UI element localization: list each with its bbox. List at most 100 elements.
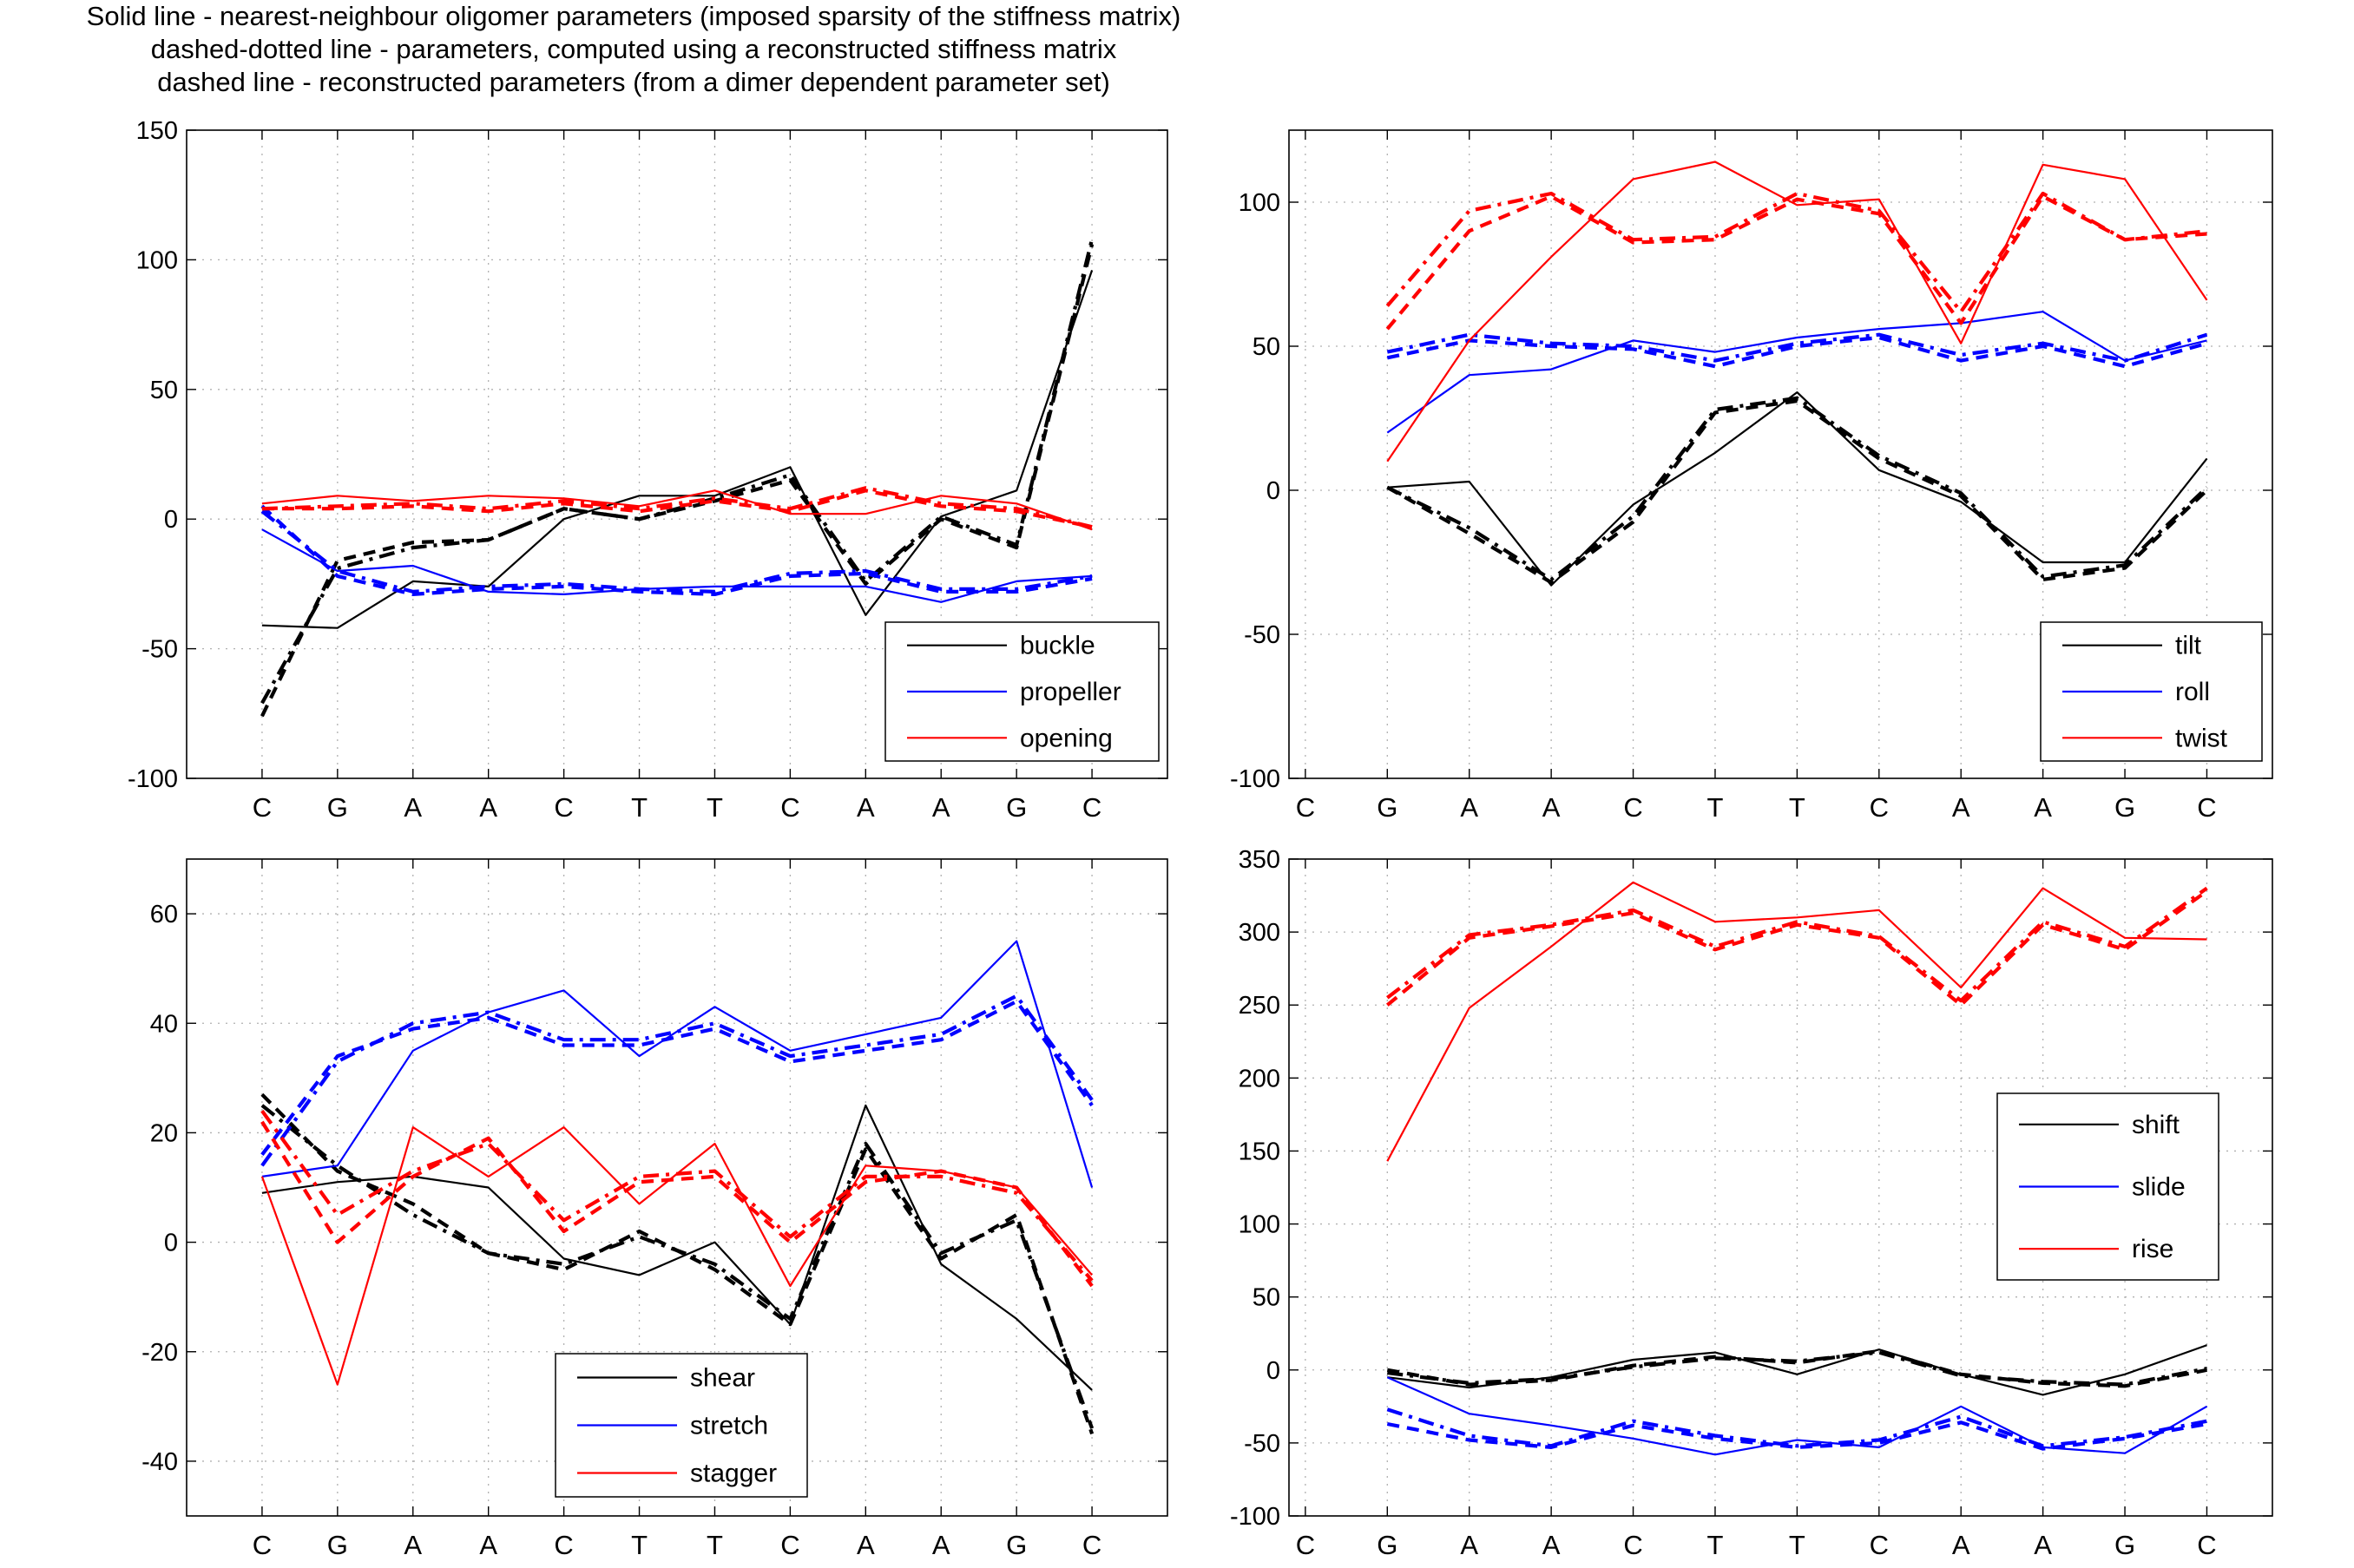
x-tick-label: A (1542, 1530, 1561, 1560)
y-tick-label: 0 (1266, 477, 1280, 505)
axes-frame (186, 129, 1168, 779)
x-tick-label: G (327, 792, 348, 823)
legend-label-slide: slide (2132, 1173, 2186, 1202)
y-tick-label: 250 (1239, 992, 1280, 1020)
series-line-stretch-solid (261, 940, 1094, 1188)
legend-label-buckle: buckle (1020, 632, 1095, 660)
x-tick-label: C (2197, 792, 2216, 823)
x-tick-label: T (707, 792, 723, 823)
series-line-twist-solid (1386, 161, 2208, 463)
series-line-roll-solid (1386, 311, 2207, 434)
x-tick-label: A (1952, 1530, 1970, 1560)
legend-label-propeller: propeller (1020, 678, 1121, 706)
legend-label-stretch: stretch (690, 1412, 768, 1440)
x-tick-label: C (1870, 792, 1889, 823)
series-line-buckle-solid (261, 270, 1094, 629)
x-tick-label: A (404, 1530, 422, 1560)
x-tick-label: G (1006, 792, 1027, 823)
series-line-twist-dashdot (1385, 191, 2207, 314)
title-line-2: dashed-dotted line - parameters, compute… (150, 34, 1117, 64)
figure-title: Solid line - nearest-neighbour oligomer … (0, 0, 1267, 99)
series-line-stagger-solid (260, 1125, 1093, 1386)
x-tick-label: G (327, 1530, 348, 1560)
x-tick-label: A (1542, 792, 1561, 823)
x-tick-label: C (1082, 792, 1101, 823)
series-line-shear-dashdot (260, 1104, 1095, 1429)
x-tick-label: A (857, 792, 875, 823)
x-tick-label: T (1789, 792, 1805, 823)
x-tick-label: G (1377, 792, 1397, 823)
series-line-stretch-dashdot (260, 994, 1094, 1167)
axes-frame (1288, 129, 2273, 779)
title-line-1: Solid line - nearest-neighbour oligomer … (86, 1, 1181, 31)
series-line-shift-solid (1387, 1344, 2207, 1396)
legend-label-rise: rise (2132, 1235, 2173, 1263)
y-tick-label: 100 (136, 246, 178, 274)
series-line-tilt-solid (1387, 391, 2208, 587)
y-tick-label: -20 (141, 1339, 178, 1367)
series-line-tilt-dashdot (1386, 396, 2208, 582)
series-line-stagger-dashdot (260, 1109, 1094, 1283)
x-tick-label: C (1623, 792, 1642, 823)
y-tick-label: 50 (150, 377, 178, 404)
y-tick-label: -100 (1230, 765, 1280, 793)
x-tick-label: C (1296, 1530, 1315, 1560)
legend-label-opening: opening (1020, 724, 1113, 752)
x-tick-label: A (932, 1530, 950, 1560)
x-tick-label: A (479, 792, 497, 823)
series-line-slide-solid (1386, 1376, 2208, 1456)
x-tick-label: C (253, 1530, 272, 1560)
y-tick-label: 60 (150, 901, 178, 928)
y-tick-label: 0 (164, 506, 178, 534)
x-tick-label: C (253, 792, 272, 823)
y-tick-label: 300 (1239, 919, 1280, 947)
series-line-shift-dashed (1386, 1348, 2207, 1388)
y-tick-label: 100 (1239, 189, 1280, 217)
legend-label-twist: twist (2175, 724, 2228, 752)
x-tick-label: T (631, 792, 648, 823)
panel-bottom-right: -100 -50 0 50 100 150 200 250 300 350 C G A A C T T C A A G C… (1230, 846, 2273, 1560)
x-tick-label: A (857, 1530, 875, 1560)
y-tick-label: -50 (1244, 621, 1280, 649)
series-line-roll-dashdot (1386, 332, 2208, 363)
x-tick-label: C (2197, 1530, 2216, 1560)
y-tick-label: 200 (1239, 1065, 1280, 1092)
series-line-tilt-dashed (1386, 399, 2208, 585)
y-tick-label: 0 (164, 1230, 178, 1257)
x-tick-label: T (1706, 792, 1723, 823)
y-tick-label: 20 (150, 1119, 178, 1147)
legend-label-stagger: stagger (690, 1460, 777, 1488)
x-tick-label: T (631, 1530, 648, 1560)
series-line-stagger-dashed (260, 1120, 1094, 1288)
y-tick-label: 40 (150, 1010, 178, 1038)
series-line-opening-dashdot (261, 486, 1093, 529)
legend-label-shift: shift (2132, 1111, 2180, 1139)
series-line-slide-dashdot (1386, 1407, 2207, 1448)
x-tick-label: G (2114, 792, 2135, 823)
y-tick-label: 0 (1266, 1357, 1280, 1385)
series-line-shear-solid (261, 1104, 1093, 1391)
y-tick-label: 350 (1239, 846, 1280, 874)
x-tick-label: T (1706, 1530, 1723, 1560)
x-tick-label: T (1789, 1530, 1805, 1560)
x-tick-label: C (554, 792, 573, 823)
series-line-propeller-solid (261, 528, 1093, 603)
x-tick-label: A (2034, 1530, 2052, 1560)
x-tick-label: C (780, 792, 799, 823)
axes-frame (186, 858, 1168, 1517)
series-line-rise-dashdot (1386, 886, 2208, 1003)
series-line-rise-dashed (1385, 889, 2208, 1007)
x-tick-label: C (1623, 1530, 1642, 1560)
legend-label-roll: roll (2175, 678, 2210, 706)
legend-label-shear: shear (690, 1364, 755, 1393)
y-tick-label: 150 (1239, 1138, 1280, 1165)
x-tick-label: A (932, 792, 950, 823)
series-line-opening-solid (261, 489, 1093, 531)
series-line-propeller-dashed (260, 504, 1093, 597)
y-tick-label: 150 (136, 117, 178, 145)
x-tick-label: G (1006, 1530, 1027, 1560)
x-tick-label: C (780, 1530, 799, 1560)
